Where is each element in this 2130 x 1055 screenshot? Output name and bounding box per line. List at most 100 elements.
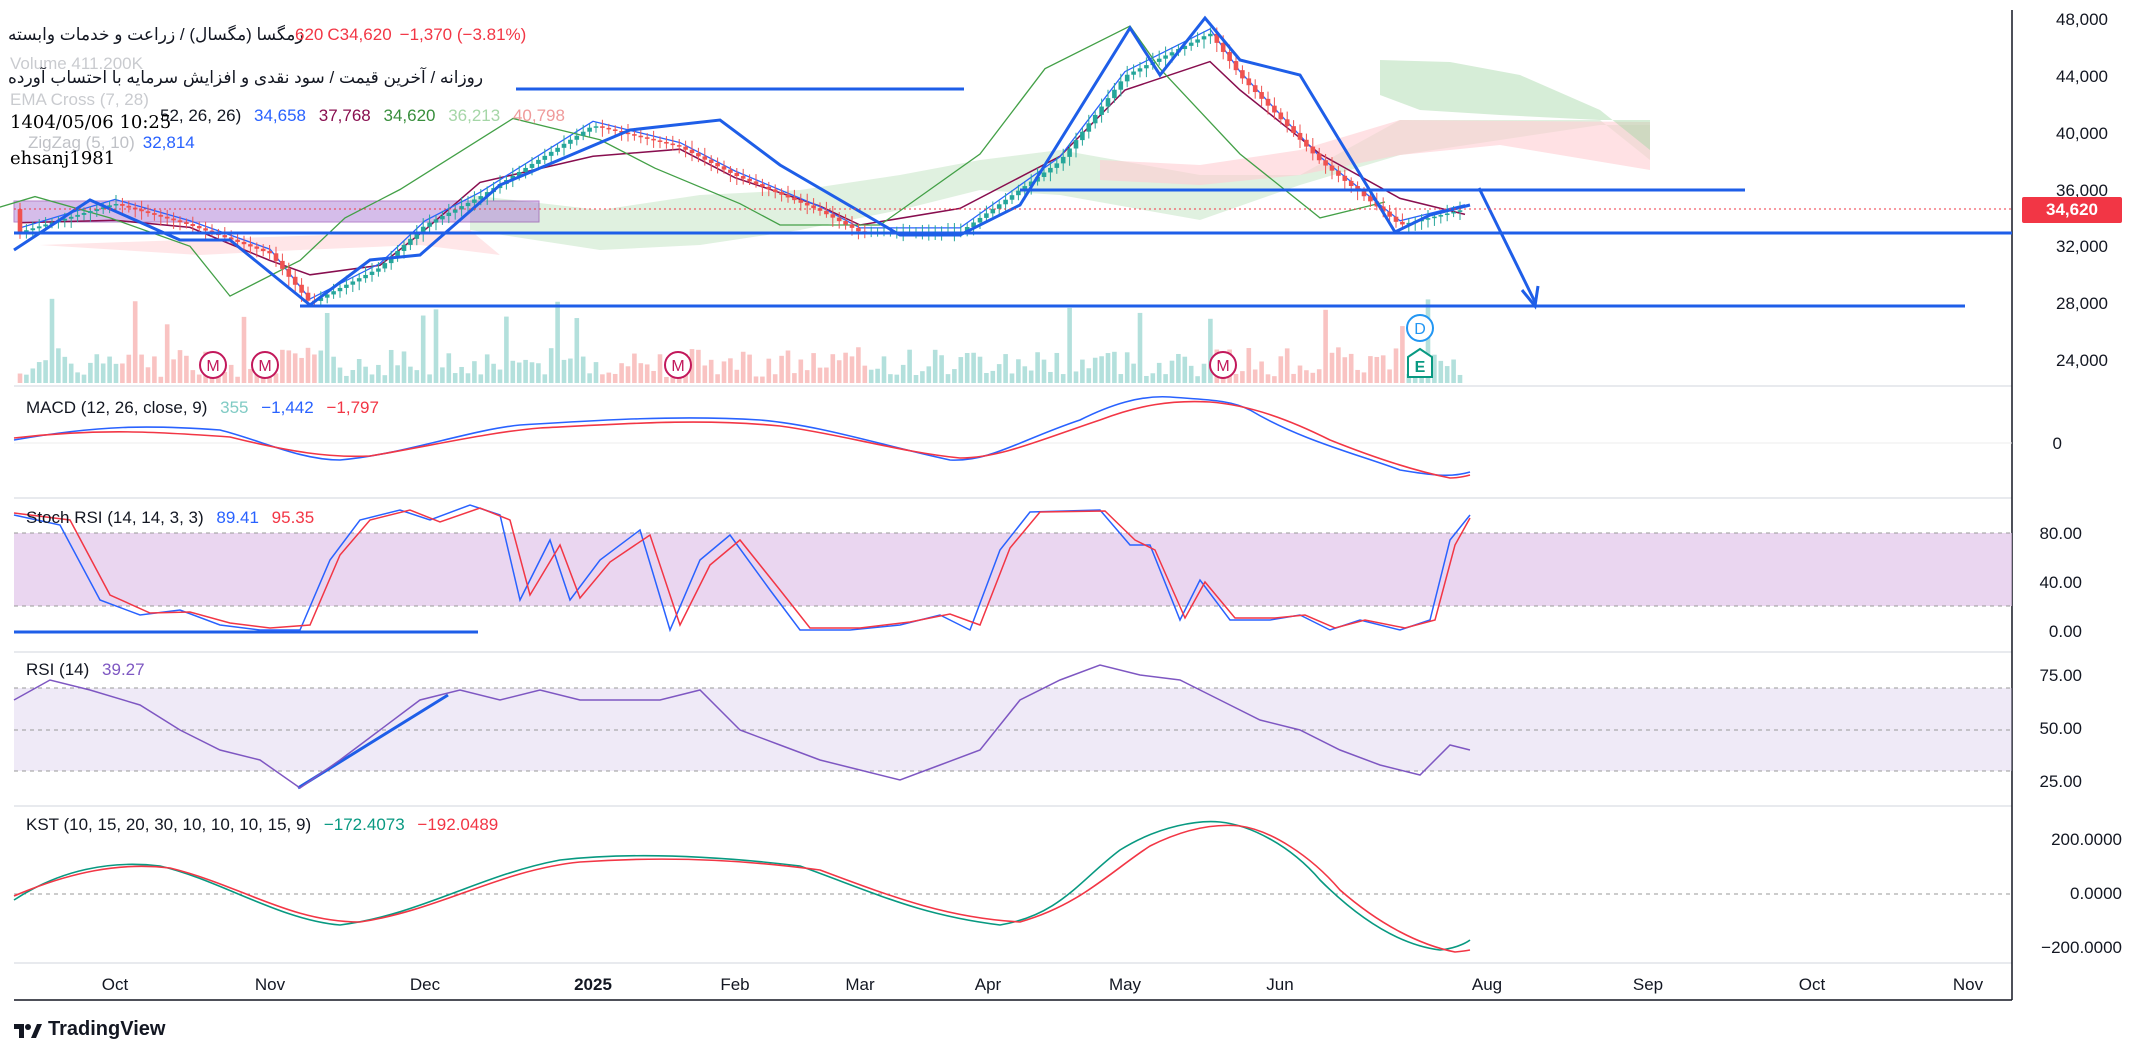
candle-body (1432, 216, 1437, 219)
volume-bar (1432, 354, 1437, 383)
price-panel[interactable] (0, 15, 2012, 383)
candle-body (580, 131, 586, 136)
event-marker-m[interactable]: M (251, 351, 279, 379)
volume-bar (939, 355, 944, 383)
volume-bar (1368, 356, 1373, 383)
time-tick-label: Jun (1266, 975, 1293, 994)
candle-body (408, 238, 413, 245)
candle-body (529, 163, 535, 168)
event-marker-e[interactable]: E (1407, 347, 1433, 378)
volume-bar (1144, 375, 1149, 383)
price-tick-label: 44,000 (2056, 67, 2108, 86)
volume-bar (1086, 368, 1092, 383)
resistance-box[interactable] (13, 200, 540, 223)
volume-bar (1054, 352, 1060, 383)
volume-bar (606, 372, 612, 383)
candle-body (235, 239, 240, 242)
volume-bar (49, 298, 55, 383)
volume-bar (862, 365, 868, 383)
candle-body (676, 145, 682, 147)
macd-signal-line (13, 400, 1471, 479)
price-tick-label: 48,000 (2056, 10, 2108, 29)
event-marker-m[interactable]: M (1209, 351, 1237, 379)
candle-body (836, 217, 842, 222)
volume-bar (1457, 374, 1463, 383)
candle-body (350, 281, 356, 285)
volume-bar (420, 315, 426, 383)
volume-bar (440, 367, 445, 383)
volume-bar (619, 363, 624, 383)
volume-bar (843, 352, 848, 383)
candle-body (612, 129, 618, 132)
time-axis[interactable]: Oct Nov Dec 2025 Feb Mar Apr May Jun Aug Sep Oct Nov (102, 975, 1984, 994)
volume-bar (1233, 373, 1239, 383)
candle-body (420, 226, 426, 233)
candle-body (94, 209, 100, 212)
drawn-levels[interactable] (13, 15, 2012, 310)
volume-bar (504, 316, 509, 383)
macd-panel[interactable] (13, 395, 2012, 479)
candle-body (1438, 215, 1444, 217)
svg-text:M: M (258, 358, 271, 375)
indicator-tick-label: 40.00 (2039, 573, 2082, 592)
volume-bar (516, 362, 522, 383)
price-axis[interactable]: 48,000 44,000 40,000 36,000 32,000 28,000 24,0… (2056, 10, 2108, 370)
candle-body (1380, 206, 1386, 212)
tradingview-logo[interactable]: TradingView (14, 1018, 165, 1041)
volume-bar (1336, 347, 1341, 383)
candle-body (1182, 45, 1188, 50)
candle-body (696, 153, 701, 157)
time-tick-label: Nov (255, 975, 286, 994)
price-tick-label: 36,000 (2056, 181, 2108, 200)
candle-body (1291, 126, 1296, 133)
indicator-tick-label: 50.00 (2039, 719, 2082, 738)
candle-body (1297, 132, 1303, 140)
candle-body (1252, 85, 1258, 93)
indicator-axes: 0 80.00 40.00 0.00 75.00 50.00 25.00 200.0000 0.… (2039, 434, 2122, 957)
candle-body (587, 127, 592, 132)
time-tick-label: Apr (975, 975, 1002, 994)
candle-body (363, 274, 368, 279)
volume-legend: Volume 411.200K (10, 54, 143, 73)
candle-body (1310, 146, 1316, 154)
volume-bar (1272, 376, 1277, 383)
volume-bar (1060, 374, 1066, 383)
candle-body (1240, 70, 1245, 79)
volume-bar (1195, 376, 1200, 383)
event-marker-m[interactable]: M (199, 351, 227, 379)
indicator-tick-label: −200.0000 (2041, 938, 2122, 957)
volume-bar (356, 359, 362, 383)
stoch-rsi-panel[interactable] (13, 504, 2012, 634)
volume-bar (1041, 359, 1047, 383)
time-tick-label: Oct (1799, 975, 1826, 994)
kst-panel[interactable] (13, 820, 2012, 953)
volume-bar (868, 369, 874, 383)
volume-bar (523, 359, 528, 383)
candle-body (964, 227, 970, 232)
volume-bar (260, 376, 266, 383)
candle-body (472, 199, 477, 203)
event-marker-m[interactable]: M (664, 351, 692, 379)
indicator-tick-label: 75.00 (2039, 666, 2082, 685)
volume-bar (1355, 369, 1360, 383)
volume-bar (1112, 351, 1117, 383)
volume-bar (318, 350, 324, 383)
volume-bar (881, 356, 887, 383)
volume-bar (484, 354, 490, 383)
volume-bar (971, 352, 976, 383)
candle-body (1272, 105, 1277, 113)
candle-body (440, 216, 445, 220)
candle-body (536, 159, 541, 164)
volume-bar (1201, 363, 1207, 383)
rsi-panel[interactable] (13, 664, 2012, 790)
macd-legend: MACD (12, 26, close, 9) 355 −1,442 −1,79… (26, 398, 379, 417)
candle-body (1073, 140, 1079, 149)
volume-bar (1329, 352, 1335, 383)
volume-bars (17, 298, 1463, 383)
volume-bar (676, 376, 682, 383)
event-marker-d[interactable]: D (1406, 314, 1434, 342)
event-markers[interactable]: M M M M D E (199, 314, 1434, 379)
candle-body (318, 297, 324, 301)
volume-bar (894, 374, 900, 383)
